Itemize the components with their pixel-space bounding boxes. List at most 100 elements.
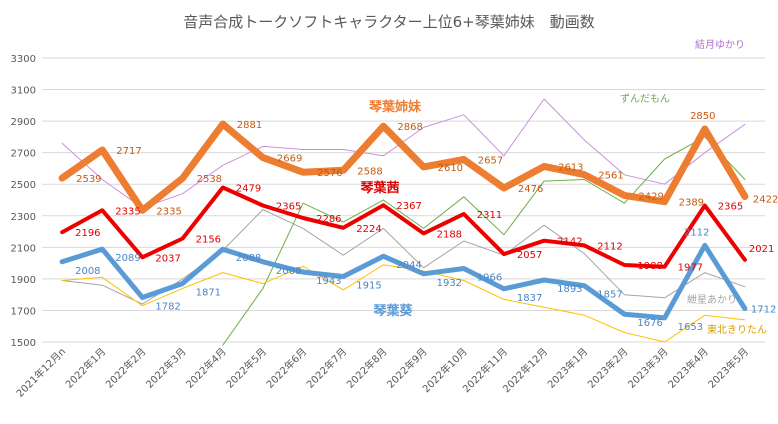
data-label: 2057 (517, 250, 542, 261)
y-tick-label: 3300 (11, 54, 36, 65)
data-label: 1988 (637, 261, 662, 272)
series-name-label: 琴葉葵 (373, 303, 413, 319)
x-tick-label: 2022年5月 (223, 345, 269, 391)
x-tick-label: 2023年5月 (705, 345, 751, 391)
data-label: 2335 (156, 206, 181, 217)
data-label: 2610 (438, 163, 463, 174)
y-tick-label: 1900 (11, 275, 36, 286)
data-label: 1712 (751, 305, 776, 316)
data-label: 2156 (196, 235, 221, 246)
data-label: 1871 (196, 288, 221, 299)
data-label: 2669 (277, 154, 302, 165)
x-axis-ticks: 2021年12月n2022年1月2022年2月2022年3月2022年4月202… (13, 345, 751, 400)
data-label: 2367 (396, 201, 421, 212)
series-line (61, 209, 746, 305)
series-line (58, 120, 749, 214)
data-label: 1977 (678, 263, 703, 274)
data-label: 2188 (437, 229, 462, 240)
data-label: 2008 (276, 266, 301, 277)
x-tick-label: 2023年2月 (585, 345, 631, 391)
data-label: 2613 (558, 162, 583, 173)
data-label: 2037 (155, 253, 180, 264)
x-tick-label: 2022年7月 (304, 345, 350, 391)
data-label: 2717 (116, 146, 141, 157)
y-tick-label: 2500 (11, 180, 36, 191)
data-label: 2479 (236, 184, 261, 195)
data-label: 1676 (637, 318, 662, 329)
series-line (59, 242, 748, 321)
data-label: 2365 (276, 202, 301, 213)
series-name-label: 琴葉茜 (360, 180, 399, 196)
y-tick-label: 1500 (11, 338, 36, 349)
y-tick-label: 3100 (11, 86, 36, 97)
data-label: 2335 (115, 206, 140, 217)
series-name-label: 紲星あかり (687, 293, 737, 306)
y-tick-label: 1700 (11, 306, 36, 317)
data-label: 2112 (684, 227, 709, 238)
series-name-label: 東北きりたん (707, 323, 767, 336)
chart-title: 音声合成トークソフトキャラクター上位6+琴葉姉妹 動画数 (183, 13, 595, 31)
x-tick-label: 2022年9月 (384, 345, 430, 391)
data-label: 2112 (597, 241, 622, 252)
data-label: 2539 (76, 174, 101, 185)
x-tick-label: 2023年1月 (545, 345, 591, 391)
data-label: 2538 (197, 174, 222, 185)
y-tick-label: 2700 (11, 149, 36, 160)
data-labels: 2539 2717 2335 2538 2881 2669 2576 2588 2868 2610… (75, 111, 778, 333)
x-tick-label: 2022年8月 (344, 345, 390, 391)
series-name-label: 琴葉姉妹 (369, 99, 422, 115)
x-tick-label: 2022年4月 (183, 345, 229, 391)
data-label: 2196 (75, 228, 100, 239)
data-label: 2089 (115, 253, 140, 264)
data-label: 1837 (517, 293, 542, 304)
data-label: 2576 (317, 168, 342, 179)
y-tick-label: 2100 (11, 243, 36, 254)
data-label: 2868 (397, 122, 422, 133)
x-tick-label: 2023年4月 (665, 345, 711, 391)
data-label: 2429 (638, 191, 663, 202)
data-label: 2881 (237, 120, 262, 131)
data-label: 2657 (478, 156, 503, 167)
series-name-label: 結月ゆかり (695, 38, 745, 51)
data-label: 1943 (316, 276, 341, 287)
data-label: 2142 (557, 237, 582, 248)
data-label: 2476 (518, 184, 543, 195)
x-tick-label: 2022年6月 (263, 345, 309, 391)
x-tick-label: 2021年12月n (13, 345, 68, 400)
data-label: 1915 (356, 281, 381, 292)
data-label: 2365 (718, 202, 743, 213)
series-name-label: ずんだもん (620, 93, 670, 105)
y-tick-label: 2900 (11, 117, 36, 128)
data-label: 1653 (678, 322, 703, 333)
series-line (60, 185, 747, 269)
data-label: 2088 (236, 253, 261, 264)
data-label: 2422 (753, 195, 778, 206)
data-label: 2286 (316, 214, 341, 225)
data-label: 2044 (396, 260, 421, 271)
data-label: 2311 (477, 210, 502, 221)
x-tick-label: 2023年3月 (625, 345, 671, 391)
data-label: 1932 (437, 278, 462, 289)
data-label: 2561 (598, 171, 623, 182)
data-label: 2224 (356, 224, 381, 235)
data-label: 2850 (690, 111, 715, 122)
x-tick-label: 2022年2月 (103, 345, 149, 391)
series-line (222, 136, 746, 346)
series-line (61, 264, 746, 343)
data-label: 1857 (597, 290, 622, 301)
data-label: 2389 (679, 198, 704, 209)
y-axis-ticks: 1500 1700 1900 2100 2300 2500 2700 2900 3100 3300 (11, 54, 36, 349)
y-tick-label: 2300 (11, 212, 36, 223)
series-lines (58, 98, 749, 346)
data-label: 2008 (75, 266, 100, 277)
data-label: 1782 (155, 302, 180, 313)
data-label: 1893 (557, 284, 582, 295)
x-tick-label: 2022年3月 (143, 345, 189, 391)
data-label: 1966 (477, 273, 502, 284)
data-label: 2021 (749, 244, 774, 255)
data-label: 2588 (357, 166, 382, 177)
x-tick-label: 2022年1月 (63, 345, 109, 391)
